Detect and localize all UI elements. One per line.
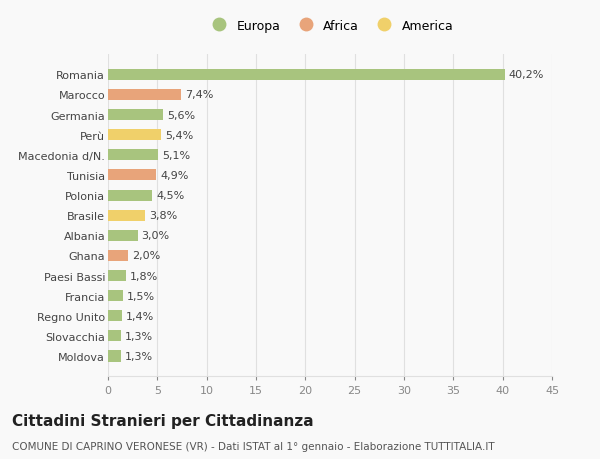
Text: 5,6%: 5,6% xyxy=(167,110,196,120)
Bar xyxy=(108,110,163,121)
Text: 7,4%: 7,4% xyxy=(185,90,214,100)
Text: 40,2%: 40,2% xyxy=(509,70,544,80)
Text: Cittadini Stranieri per Cittadinanza: Cittadini Stranieri per Cittadinanza xyxy=(12,413,314,428)
Bar xyxy=(108,250,128,262)
Bar xyxy=(108,291,123,302)
Bar xyxy=(108,230,137,241)
Text: 5,1%: 5,1% xyxy=(162,151,190,161)
Bar xyxy=(108,170,157,181)
Bar xyxy=(108,90,181,101)
Bar xyxy=(108,210,145,221)
Bar xyxy=(108,330,121,341)
Text: 3,0%: 3,0% xyxy=(142,231,170,241)
Text: 4,5%: 4,5% xyxy=(157,190,185,201)
Bar xyxy=(108,70,505,81)
Bar xyxy=(108,270,126,281)
Text: 1,8%: 1,8% xyxy=(130,271,158,281)
Text: 3,8%: 3,8% xyxy=(149,211,178,221)
Bar xyxy=(108,311,122,322)
Bar xyxy=(108,190,152,201)
Legend: Europa, Africa, America: Europa, Africa, America xyxy=(207,20,453,33)
Text: 1,3%: 1,3% xyxy=(125,351,153,361)
Bar xyxy=(108,351,121,362)
Text: 4,9%: 4,9% xyxy=(160,171,188,180)
Text: 1,3%: 1,3% xyxy=(125,331,153,341)
Text: 1,5%: 1,5% xyxy=(127,291,155,301)
Text: 5,4%: 5,4% xyxy=(165,130,193,140)
Bar xyxy=(108,130,161,141)
Text: 1,4%: 1,4% xyxy=(126,311,154,321)
Bar xyxy=(108,150,158,161)
Text: 2,0%: 2,0% xyxy=(131,251,160,261)
Text: COMUNE DI CAPRINO VERONESE (VR) - Dati ISTAT al 1° gennaio - Elaborazione TUTTIT: COMUNE DI CAPRINO VERONESE (VR) - Dati I… xyxy=(12,441,494,451)
